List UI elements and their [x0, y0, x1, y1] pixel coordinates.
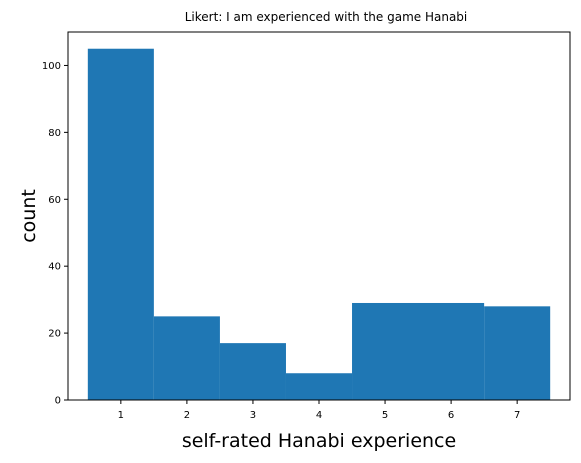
y-tick-label: 100: [42, 61, 61, 72]
y-axis-ticks: 0 20 40 60 80 100: [42, 61, 68, 407]
bars-group: [87, 48, 551, 401]
x-tick-label: 3: [250, 410, 256, 421]
x-tick-label: 4: [316, 410, 322, 421]
bar-5: [352, 302, 485, 400]
x-axis-label: self-rated Hanabi experience: [182, 430, 456, 452]
x-tick-label: 7: [514, 410, 520, 421]
y-tick-label: 80: [48, 128, 61, 139]
chart-title: Likert: I am experienced with the game H…: [185, 10, 468, 24]
x-axis-ticks: 1 2 3 4 5 6 7: [118, 400, 520, 421]
bar-3: [219, 343, 286, 400]
bar-2: [153, 316, 220, 400]
bar-6: [484, 306, 551, 400]
y-tick-label: 60: [48, 195, 61, 206]
x-tick-label: 5: [382, 410, 388, 421]
x-tick-label: 6: [448, 410, 454, 421]
x-tick-label: 1: [118, 410, 124, 421]
x-tick-label: 2: [184, 410, 190, 421]
bar-4: [285, 373, 353, 400]
y-tick-label: 0: [55, 396, 61, 407]
y-axis-label: count: [18, 189, 40, 243]
bar-1: [87, 48, 154, 401]
y-tick-label: 20: [48, 329, 61, 340]
y-tick-label: 40: [48, 262, 61, 273]
